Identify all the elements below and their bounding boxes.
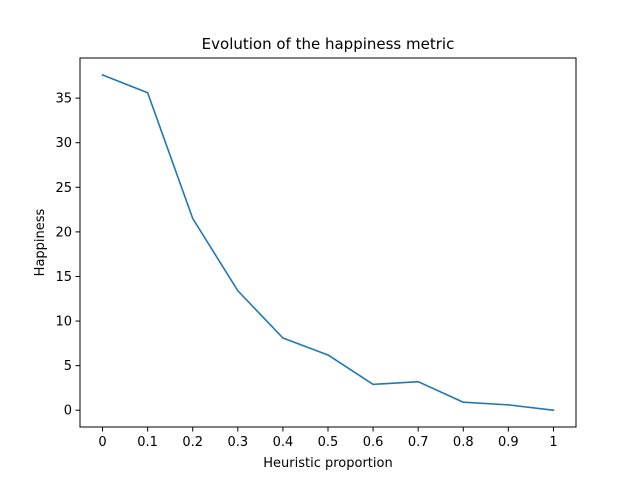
- y-tick-label: 30: [55, 136, 72, 151]
- x-axis-label: Heuristic proportion: [263, 456, 392, 471]
- data-point: [237, 289, 239, 292]
- y-tick-label: 35: [55, 92, 72, 107]
- data-point: [372, 383, 374, 386]
- y-tick-label: 25: [55, 181, 72, 196]
- x-tick-label: 0.6: [363, 435, 384, 450]
- x-tick-label: 0.4: [273, 435, 294, 450]
- y-axis: 0 5 10 15 20 25 30 35: [55, 92, 80, 419]
- x-tick-label: 0.5: [318, 435, 339, 450]
- y-tick-label: 20: [55, 225, 72, 240]
- chart-title: Evolution of the happiness metric: [202, 35, 455, 53]
- data-point: [101, 74, 104, 76]
- data-point: [146, 91, 149, 94]
- x-axis: 0 0.1 0.2 0.3 0.4 0.5 0.6 0.7 0.8 0.9 1: [98, 427, 558, 450]
- x-tick-label: 0.7: [408, 435, 429, 450]
- y-axis-label: Happiness: [33, 208, 48, 276]
- x-tick-label: 1: [549, 435, 557, 450]
- y-tick-label: 0: [64, 404, 72, 419]
- x-tick-label: 0: [98, 435, 106, 450]
- data-point: [417, 380, 419, 383]
- data-point: [507, 404, 510, 406]
- data-point: [191, 217, 194, 220]
- data-point: [552, 409, 555, 412]
- series-layer: [101, 73, 555, 412]
- x-tick-label: 0.8: [453, 435, 474, 450]
- y-tick-label: 5: [64, 359, 72, 374]
- data-point: [327, 354, 329, 356]
- data-point: [462, 401, 465, 404]
- x-tick-label: 0.1: [137, 435, 158, 450]
- data-point: [282, 337, 284, 339]
- x-tick-label: 0.2: [182, 435, 203, 450]
- x-tick-label: 0.9: [498, 435, 519, 450]
- x-tick-label: 0.3: [227, 435, 248, 450]
- y-tick-label: 10: [55, 315, 72, 330]
- y-tick-label: 15: [55, 270, 72, 285]
